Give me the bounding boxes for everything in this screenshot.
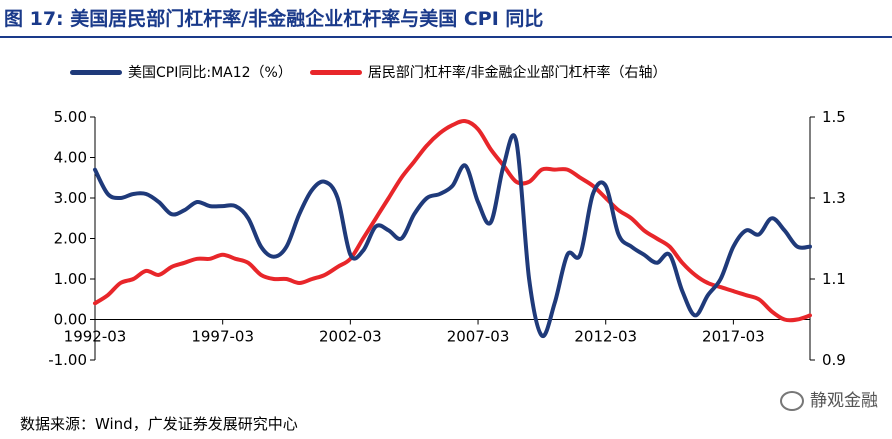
series-layer	[93, 118, 812, 339]
legend-swatch-leverage	[309, 69, 362, 75]
series-line-cpi	[93, 133, 812, 339]
y-left-tick-label: 3.00	[54, 189, 87, 207]
series-line-leverage	[93, 118, 812, 323]
x-tick-label: 1992-03	[64, 328, 127, 346]
legend-item-cpi: 美国CPI同比:MA12（%）	[70, 62, 292, 82]
x-tick-label: 1997-03	[191, 328, 254, 346]
y-right-tick-label: 0.9	[822, 351, 846, 369]
watermark-text: 静观金融	[810, 391, 878, 411]
figure-title: 图 17: 美国居民部门杠杆率/非金融企业杠杆率与美国 CPI 同比	[4, 8, 544, 30]
y-right-tick-label: 1.3	[822, 189, 846, 207]
source-note: 数据来源：Wind，广发证券发展研究中心	[20, 415, 298, 433]
x-tick-label: 2007-03	[447, 328, 510, 346]
y-right-tick-label: 1.5	[822, 108, 846, 126]
axes-layer: -1.00 0.00 1.00 2.00 3.00 4.00 5.00 0.9 1.1 1.3 1.…	[48, 108, 846, 369]
legend-swatch-cpi	[70, 69, 122, 75]
title-rule	[0, 36, 892, 38]
chart-legend: 美国CPI同比:MA12（%） 居民部门杠杆率/非金融企业部门杠杆率（右轴）	[70, 60, 685, 84]
y-left-tick-label: 4.00	[54, 149, 87, 167]
y-right-tick-label: 1.1	[822, 270, 846, 288]
y-left-tick-label: 5.00	[54, 108, 87, 126]
y-left-tick-label: 1.00	[54, 270, 87, 288]
x-tick-label: 2017-03	[702, 328, 765, 346]
legend-item-leverage: 居民部门杠杆率/非金融企业部门杠杆率（右轴）	[309, 62, 667, 82]
y-left-tick-label: -1.00	[48, 351, 87, 369]
y-left-tick-label: 2.00	[54, 230, 87, 248]
y-left-tick-label: 0.00	[54, 311, 87, 329]
wechat-icon	[780, 391, 804, 411]
watermark: 静观金融	[780, 386, 878, 411]
legend-label-leverage: 居民部门杠杆率/非金融企业部门杠杆率（右轴）	[367, 65, 667, 81]
x-tick-label: 2012-03	[574, 328, 637, 346]
legend-label-cpi: 美国CPI同比:MA12（%）	[128, 65, 292, 81]
x-tick-label: 2002-03	[319, 328, 382, 346]
